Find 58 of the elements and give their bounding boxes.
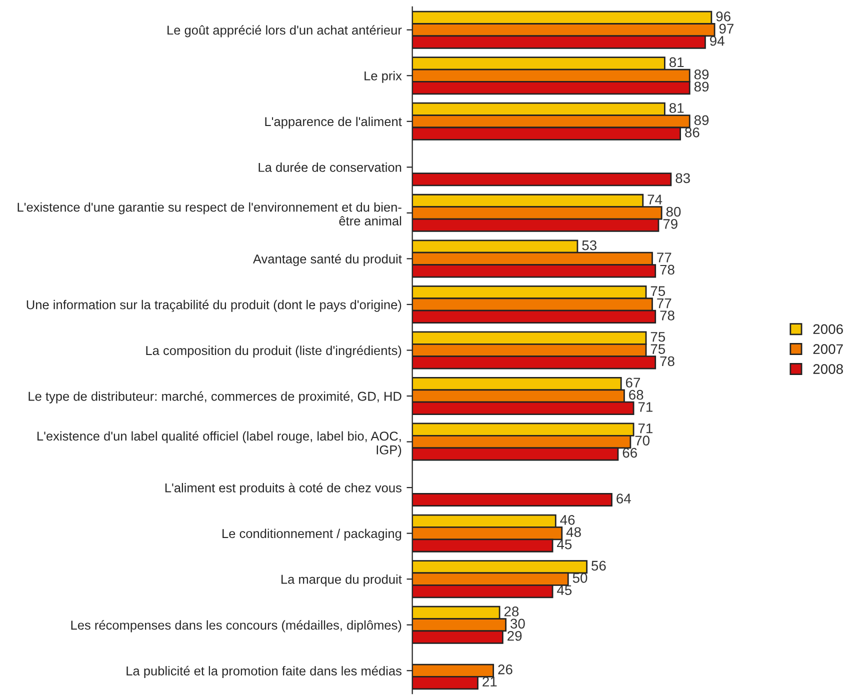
data-label: 89 bbox=[694, 115, 709, 126]
y-tick-label: Le type de distributeur: marché, commerces de proximité, GD, HD bbox=[28, 391, 402, 404]
y-tick-label: Une information sur la traçabilité du produit (dont le pays d'origine) bbox=[26, 300, 402, 312]
data-label: 75 bbox=[650, 332, 666, 342]
data-label: 80 bbox=[666, 206, 681, 217]
y-tick-label: L'existence d'un label qualité officiel (label rouge, label bio, AOC, IGP) bbox=[37, 431, 402, 457]
data-label: 97 bbox=[719, 24, 734, 34]
data-label: 50 bbox=[572, 572, 588, 583]
legend-label: 2006 bbox=[813, 324, 843, 334]
data-label: 75 bbox=[650, 344, 666, 354]
y-tick-label: La marque du produit bbox=[281, 574, 402, 586]
y-tick-label: Les récompenses dans les concours (médailles, diplômes) bbox=[71, 620, 402, 632]
data-label: 68 bbox=[629, 390, 644, 400]
y-tick-label: Le goût apprécié lors d'un achat antérieur bbox=[168, 25, 402, 38]
data-label: 79 bbox=[663, 219, 678, 229]
data-label: 89 bbox=[694, 82, 709, 92]
data-label: 53 bbox=[582, 240, 596, 250]
data-label: 64 bbox=[616, 494, 631, 504]
data-label: 89 bbox=[694, 70, 709, 80]
data-label: 45 bbox=[557, 540, 572, 550]
data-label: 45 bbox=[557, 585, 572, 596]
data-label: 78 bbox=[660, 310, 674, 320]
data-label: 46 bbox=[560, 515, 575, 525]
data-label: 77 bbox=[657, 298, 672, 308]
data-label: 70 bbox=[635, 436, 650, 446]
data-label: 28 bbox=[504, 606, 519, 616]
data-label: 71 bbox=[638, 424, 652, 434]
data-label: 86 bbox=[685, 127, 700, 138]
data-label: 81 bbox=[669, 103, 684, 113]
data-label: 66 bbox=[622, 448, 637, 458]
y-tick-label: Le prix bbox=[364, 70, 402, 83]
data-label: 71 bbox=[638, 402, 652, 412]
data-label: 26 bbox=[498, 664, 512, 674]
data-label: 96 bbox=[716, 12, 730, 22]
data-label: 74 bbox=[648, 194, 662, 204]
y-tick-label: La durée de conservation bbox=[258, 162, 402, 172]
legend-label: 2008 bbox=[813, 364, 843, 374]
data-label: 83 bbox=[676, 173, 690, 184]
data-label: 78 bbox=[660, 264, 674, 275]
data-label: 21 bbox=[482, 676, 497, 686]
data-label: 48 bbox=[566, 527, 581, 538]
data-label: 94 bbox=[710, 36, 724, 46]
y-tick-label: La publicité et la promotion faite dans les médias bbox=[126, 666, 402, 678]
data-label: 29 bbox=[508, 630, 522, 641]
y-tick-label: Le conditionnement / packaging bbox=[222, 528, 402, 541]
y-tick-label: Avantage santé du produit bbox=[252, 254, 402, 266]
data-label: 78 bbox=[660, 356, 674, 366]
data-label: 77 bbox=[657, 252, 672, 262]
data-label: 56 bbox=[592, 560, 606, 571]
data-label: 75 bbox=[650, 286, 666, 296]
data-label: 67 bbox=[626, 378, 640, 388]
y-tick-label: L'apparence de l'aliment bbox=[265, 116, 402, 129]
y-tick-label: La composition du produit (liste d'ingrédients) bbox=[146, 346, 402, 358]
y-tick-label: L'existence d'une garantie su respect de l'environnement et du bien- être animal bbox=[18, 202, 402, 226]
legend-label: 2007 bbox=[813, 344, 843, 354]
y-tick-label: L'aliment est produits à coté de chez vous bbox=[165, 482, 402, 495]
data-label: 81 bbox=[669, 57, 684, 68]
data-label: 30 bbox=[510, 618, 525, 629]
